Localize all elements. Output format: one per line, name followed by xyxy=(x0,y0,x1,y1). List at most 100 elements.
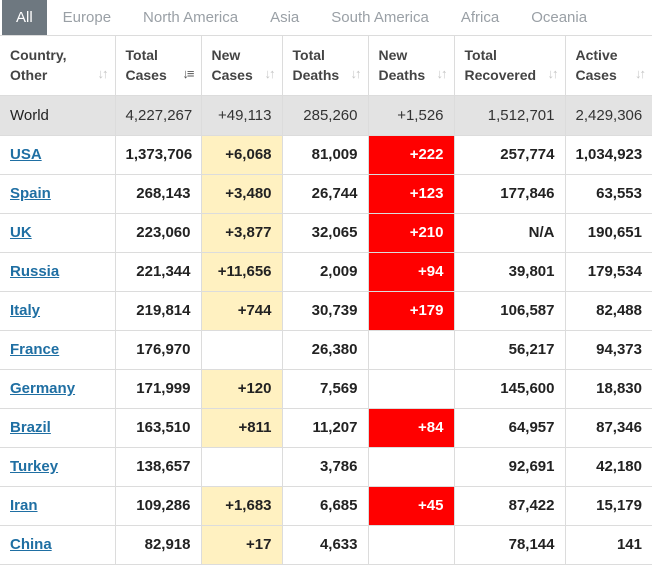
cell-country: Spain xyxy=(0,174,116,214)
sort-icon[interactable]: ↓↑ xyxy=(264,65,276,81)
sort-icon[interactable]: ↓↑ xyxy=(436,65,448,81)
country-link[interactable]: China xyxy=(10,536,52,553)
column-header-line1: Total xyxy=(125,47,158,64)
country-link[interactable]: France xyxy=(10,341,60,358)
cell-new-cases: +6,068 xyxy=(201,135,283,175)
column-header-total-deaths[interactable]: Total Deaths ↓↑ xyxy=(282,36,369,96)
cell-new-deaths: +210 xyxy=(368,213,455,253)
column-header-line2: Cases xyxy=(211,67,253,84)
cell-new-cases: +49,113 xyxy=(201,95,283,136)
sort-icon[interactable]: ↓↑ xyxy=(97,65,109,81)
cell-country: Italy xyxy=(0,291,116,331)
table-header-row: Country, Other ↓↑ Total Cases ↓≡ New Cases ↓↑ … xyxy=(0,36,652,96)
cell-total-cases: 163,510 xyxy=(115,408,202,448)
sort-icon[interactable]: ↓↑ xyxy=(547,65,559,81)
cell-country: Turkey xyxy=(0,447,116,487)
column-header-new-deaths[interactable]: New Deaths ↓↑ xyxy=(368,36,455,96)
cell-total-deaths: 3,786 xyxy=(282,447,369,487)
cell-country: China xyxy=(0,525,116,565)
table-row: UK 223,060 +3,877 32,065 +210 N/A 190,651 xyxy=(0,213,652,253)
cell-active-cases: 94,373 xyxy=(565,330,652,370)
table-row: Italy 219,814 +744 30,739 +179 106,587 82,488 xyxy=(0,291,652,331)
cell-new-deaths xyxy=(368,525,455,565)
tab-asia[interactable]: Asia xyxy=(270,9,300,26)
country-link[interactable]: Spain xyxy=(10,185,51,202)
cell-total-cases: 82,918 xyxy=(115,525,202,565)
table-row: Turkey 138,657 3,786 92,691 42,180 xyxy=(0,447,652,487)
cell-active-cases: 1,034,923 xyxy=(565,135,652,175)
cell-total-recovered: 78,144 xyxy=(454,525,566,565)
cell-total-recovered: 257,774 xyxy=(454,135,566,175)
cell-total-cases: 268,143 xyxy=(115,174,202,214)
cell-country: UK xyxy=(0,213,116,253)
cell-total-cases: 1,373,706 xyxy=(115,135,202,175)
country-link[interactable]: Turkey xyxy=(10,458,59,475)
cell-total-cases: 109,286 xyxy=(115,486,202,526)
table-row: Brazil 163,510 +811 11,207 +84 64,957 87,346 xyxy=(0,408,652,448)
column-header-line2: Other xyxy=(10,67,48,84)
cell-total-recovered: 87,422 xyxy=(454,486,566,526)
cell-new-deaths: +1,526 xyxy=(368,95,455,136)
cell-country: Iran xyxy=(0,486,116,526)
column-header-total-cases[interactable]: Total Cases ↓≡ xyxy=(115,36,202,96)
column-header-new-cases[interactable]: New Cases ↓↑ xyxy=(201,36,283,96)
cell-total-cases: 4,227,267 xyxy=(115,95,202,136)
cell-new-cases xyxy=(201,330,283,370)
column-header-active-cases[interactable]: Active Cases ↓↑ xyxy=(565,36,652,96)
column-header-line1: Total xyxy=(464,47,497,64)
cell-country: USA xyxy=(0,135,116,175)
country-link[interactable]: UK xyxy=(10,224,32,241)
column-header-line1: Total xyxy=(292,47,325,64)
cell-active-cases: 63,553 xyxy=(565,174,652,214)
tab-north-america[interactable]: North America xyxy=(143,9,239,26)
country-link[interactable]: Germany xyxy=(10,380,76,397)
tab-europe[interactable]: Europe xyxy=(62,9,112,26)
country-link[interactable]: Italy xyxy=(10,302,41,319)
column-header-line2: Deaths xyxy=(378,67,426,84)
column-header-country[interactable]: Country, Other ↓↑ xyxy=(0,36,116,96)
country-link[interactable]: Brazil xyxy=(10,419,51,436)
column-header-total-recovered[interactable]: Total Recovered ↓↑ xyxy=(454,36,566,96)
cell-total-deaths: 7,569 xyxy=(282,369,369,409)
cell-total-cases: 171,999 xyxy=(115,369,202,409)
cell-country: Brazil xyxy=(0,408,116,448)
cell-active-cases: 82,488 xyxy=(565,291,652,331)
column-header-line1: New xyxy=(378,47,408,64)
cell-total-recovered: 39,801 xyxy=(454,252,566,292)
tab-oceania[interactable]: Oceania xyxy=(531,9,588,26)
sort-icon[interactable]: ↓↑ xyxy=(350,65,362,81)
column-header-line2: Deaths xyxy=(292,67,340,84)
sort-icon[interactable]: ↓↑ xyxy=(635,65,646,81)
world-row: World 4,227,267 +49,113 285,260 +1,526 1… xyxy=(0,95,652,136)
country-link[interactable]: Iran xyxy=(10,497,38,514)
table-row: France 176,970 26,380 56,217 94,373 xyxy=(0,330,652,370)
world-label: World xyxy=(0,95,116,136)
cell-new-cases: +3,877 xyxy=(201,213,283,253)
cell-new-deaths xyxy=(368,330,455,370)
cell-active-cases: 42,180 xyxy=(565,447,652,487)
tab-africa[interactable]: Africa xyxy=(460,9,500,26)
cell-new-deaths: +94 xyxy=(368,252,455,292)
cell-total-deaths: 81,009 xyxy=(282,135,369,175)
table-row: Spain 268,143 +3,480 26,744 +123 177,846 63,55… xyxy=(0,174,652,214)
cell-total-recovered: 145,600 xyxy=(454,369,566,409)
column-header-line2: Recovered xyxy=(464,67,537,84)
cell-total-deaths: 6,685 xyxy=(282,486,369,526)
cell-total-cases: 138,657 xyxy=(115,447,202,487)
tab-all[interactable]: All xyxy=(2,0,47,35)
cell-new-cases: +3,480 xyxy=(201,174,283,214)
table-body: World 4,227,267 +49,113 285,260 +1,526 1… xyxy=(0,95,652,565)
cell-total-recovered: 177,846 xyxy=(454,174,566,214)
cell-new-cases: +811 xyxy=(201,408,283,448)
country-link[interactable]: USA xyxy=(10,146,42,163)
tab-south-america[interactable]: South America xyxy=(331,9,429,26)
cell-total-recovered: N/A xyxy=(454,213,566,253)
country-link[interactable]: Russia xyxy=(10,263,60,280)
cell-total-cases: 219,814 xyxy=(115,291,202,331)
cell-total-cases: 176,970 xyxy=(115,330,202,370)
cell-total-recovered: 64,957 xyxy=(454,408,566,448)
column-header-line1: Active xyxy=(575,47,618,64)
sort-icon[interactable]: ↓≡ xyxy=(182,65,194,81)
cell-new-cases: +744 xyxy=(201,291,283,331)
cell-total-deaths: 26,380 xyxy=(282,330,369,370)
